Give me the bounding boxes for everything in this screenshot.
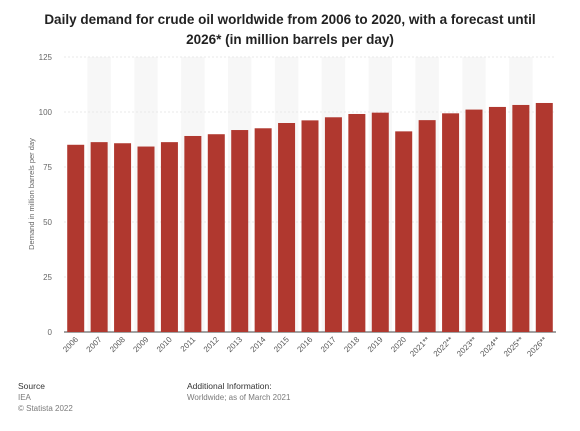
bar-2014[interactable]	[254, 128, 272, 332]
bar-2025[interactable]	[512, 104, 530, 333]
x-tick-label: 2008	[108, 335, 127, 354]
bar-2007[interactable]	[90, 142, 108, 332]
bar-2016[interactable]	[301, 120, 319, 332]
x-tick-label: 2024**	[478, 335, 501, 358]
bar-2011[interactable]	[184, 135, 202, 332]
x-tick-label: 2014	[249, 335, 268, 354]
copyright[interactable]: © Statista 2022	[18, 404, 73, 413]
bar-2006[interactable]	[67, 144, 85, 332]
x-tick-label: 2011	[179, 335, 198, 354]
source-block: Source IEA © Statista 2022	[18, 381, 73, 414]
y-tick-label: 0	[48, 328, 53, 337]
additional-info-block: Additional Information: Worldwide; as of…	[187, 381, 290, 403]
x-tick-label: 2020	[389, 335, 408, 354]
x-tick-label: 2021**	[408, 335, 431, 358]
bar-2010[interactable]	[160, 142, 178, 332]
x-tick-label: 2006	[61, 335, 80, 354]
bar-2009[interactable]	[137, 146, 155, 332]
y-tick-label: 25	[43, 273, 52, 282]
x-tick-label: 2007	[85, 335, 104, 354]
y-tick-label: 125	[39, 53, 53, 62]
bar-2017[interactable]	[324, 117, 342, 332]
x-axis-ticks: 2006 2007 2008 2009 2010 2011 2012 2013 2014 2015…	[61, 335, 549, 359]
source-value[interactable]: IEA	[18, 393, 31, 402]
additional-info-value: Worldwide; as of March 2021	[187, 393, 291, 402]
bar-2008[interactable]	[114, 143, 132, 332]
y-tick-label: 75	[43, 163, 52, 172]
y-tick-label: 50	[43, 218, 52, 227]
x-tick-label: 2018	[342, 335, 361, 354]
x-tick-label: 2013	[225, 335, 244, 354]
x-tick-label: 2016	[295, 335, 314, 354]
x-tick-label: 2010	[155, 335, 174, 354]
bar-2012[interactable]	[207, 134, 225, 332]
x-tick-label: 2015	[272, 335, 291, 354]
bars	[67, 102, 553, 333]
x-tick-label: 2017	[319, 335, 338, 354]
x-tick-label: 2012	[202, 335, 221, 354]
bar-2020[interactable]	[395, 131, 413, 332]
bar-2021[interactable]	[418, 120, 436, 332]
bar-2019[interactable]	[371, 112, 389, 332]
x-tick-label: 2026**	[525, 335, 548, 358]
source-label: Source	[18, 381, 45, 391]
chart-title: Daily demand for crude oil worldwide fro…	[44, 12, 536, 47]
bar-2026[interactable]	[535, 102, 553, 332]
bar-2018[interactable]	[348, 113, 366, 332]
y-tick-label: 100	[39, 108, 53, 117]
x-tick-label: 2023**	[455, 335, 478, 358]
bar-2013[interactable]	[231, 130, 249, 332]
bar-2024[interactable]	[488, 106, 506, 332]
additional-info-label: Additional Information:	[187, 381, 272, 391]
bar-2023[interactable]	[465, 109, 483, 332]
x-tick-label: 2022**	[432, 335, 455, 358]
x-tick-label: 2025**	[502, 335, 525, 358]
bar-2015[interactable]	[278, 123, 296, 332]
x-tick-label: 2009	[131, 335, 150, 354]
y-axis-label: Demand in million barrels per day	[27, 138, 36, 250]
y-axis-ticks: 0 25 50 75 100 125	[39, 53, 53, 337]
x-tick-label: 2019	[366, 335, 385, 354]
bar-2022[interactable]	[442, 113, 460, 332]
